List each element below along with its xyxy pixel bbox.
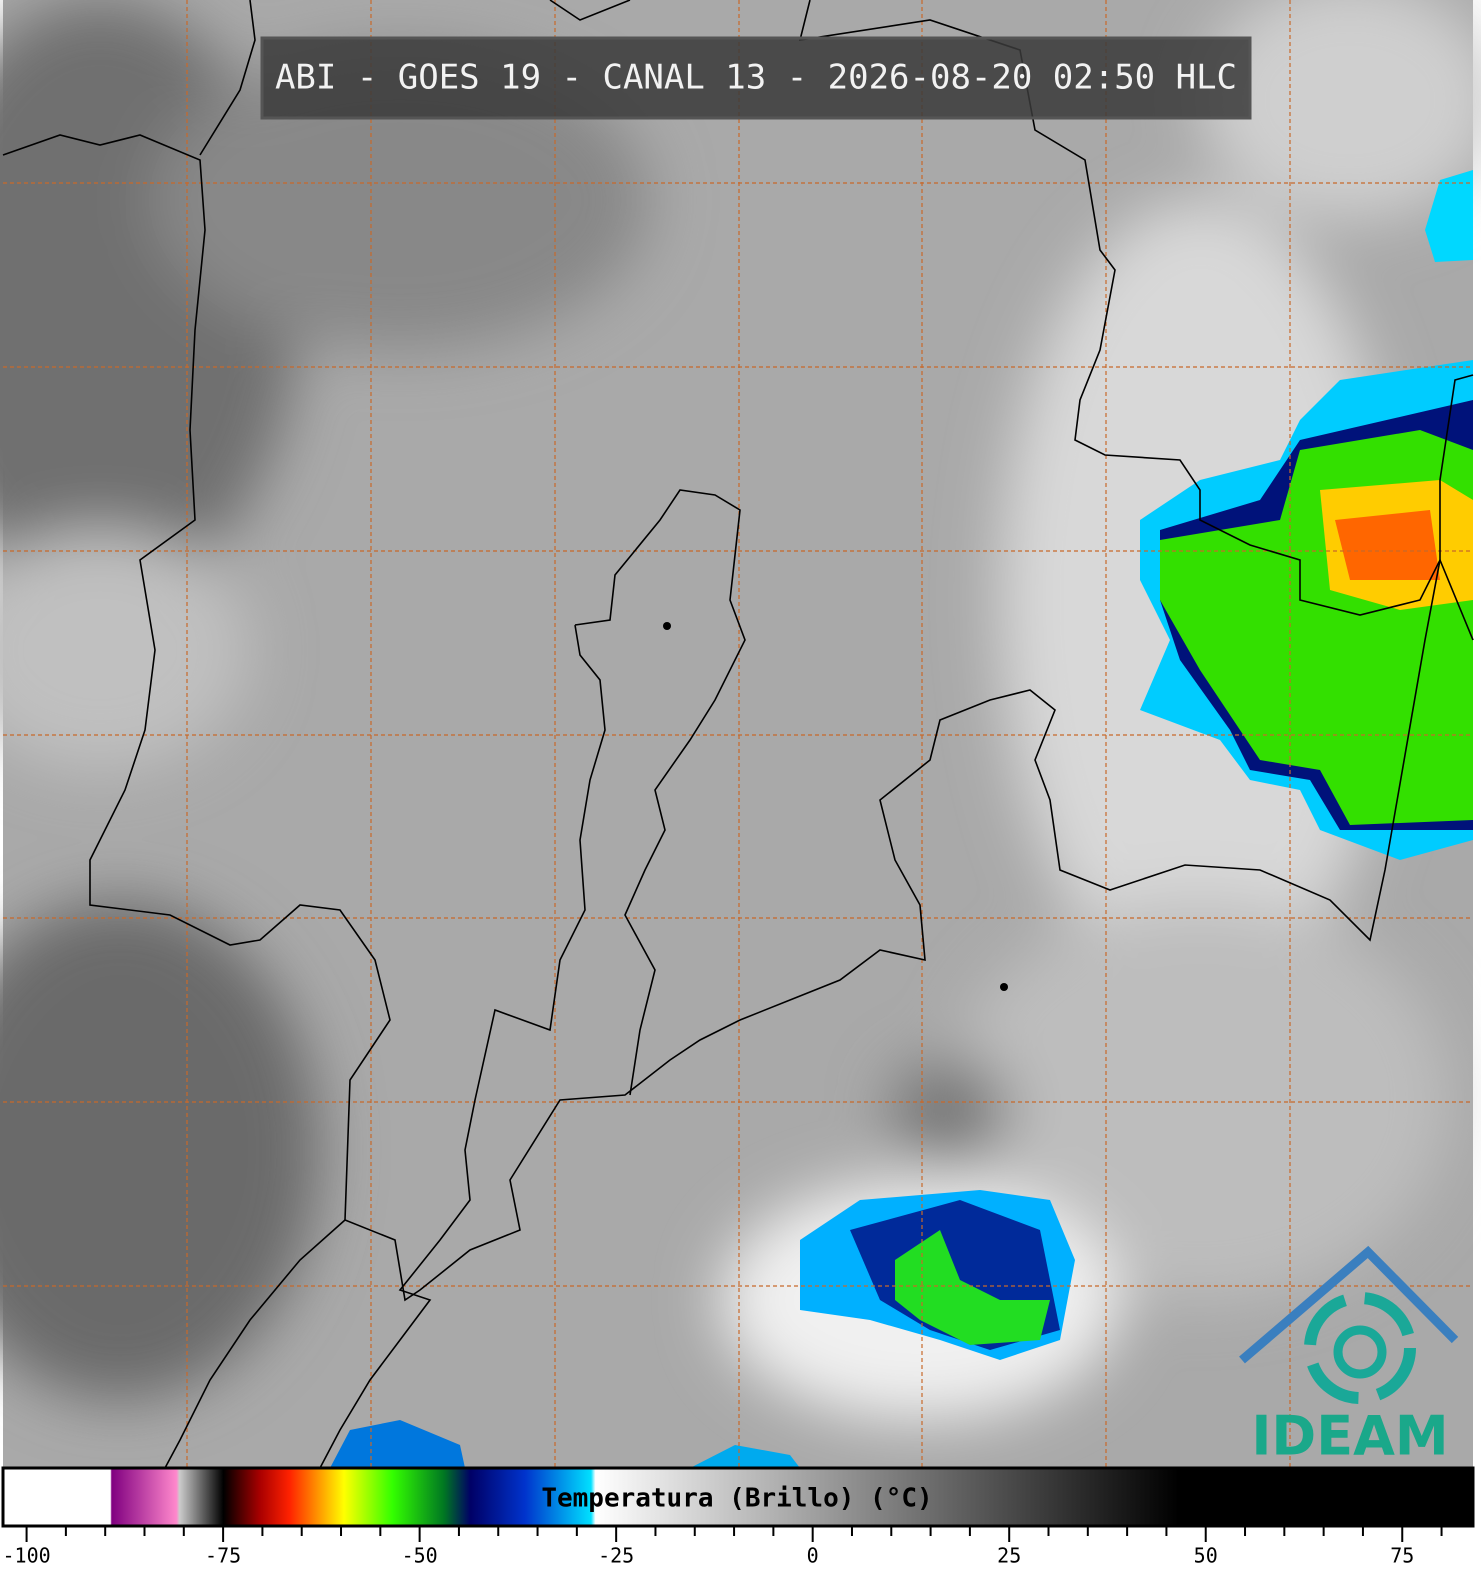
title: ABI - GOES 19 - CANAL 13 - 2026-08-20 02… — [275, 58, 1237, 98]
colorbar: Temperatura (Brillo) (°C) -100 -75 -50 -25 0… — [1, 1466, 1475, 1568]
tick-label: 75 — [1390, 1544, 1414, 1568]
title-box: ABI - GOES 19 - CANAL 13 - 2026-08-20 02… — [260, 36, 1252, 120]
tick-label: 25 — [997, 1544, 1021, 1568]
satellite-image — [0, 0, 1481, 1468]
tick-label: -50 — [402, 1544, 438, 1568]
lat-lon-grid — [3, 0, 1473, 1468]
tick-label: -100 — [2, 1544, 50, 1568]
tick-label: 0 — [807, 1544, 819, 1568]
colorbar-label: Temperatura (Brillo) (°C) — [541, 1484, 932, 1514]
logo: IDEAM — [1239, 1245, 1459, 1468]
tick-label: -75 — [205, 1544, 241, 1568]
tick-label: 50 — [1194, 1544, 1218, 1568]
tick-label: -25 — [598, 1544, 634, 1568]
logo-text: IDEAM — [1251, 1405, 1448, 1468]
